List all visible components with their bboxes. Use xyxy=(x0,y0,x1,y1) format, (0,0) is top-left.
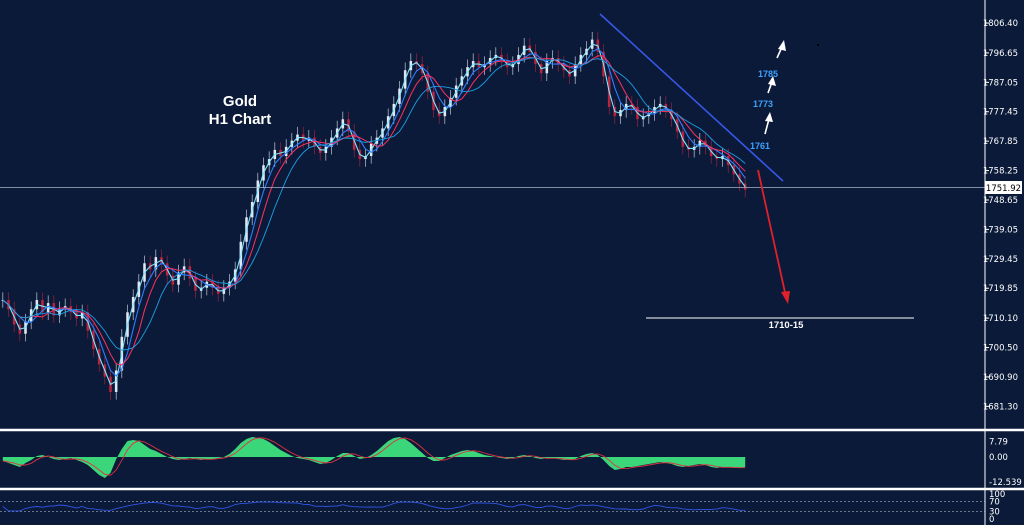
chart-title-line-2: H1 Chart xyxy=(208,111,272,128)
support-label: 1710-15 xyxy=(769,320,805,331)
rsi-tick-label: 100 xyxy=(989,490,1005,500)
price-tick-label: 1710.10 xyxy=(983,314,1018,324)
descending-trendline xyxy=(599,13,784,182)
target-label-1761: 1761 xyxy=(750,141,770,151)
price-tick-label: 1796.65 xyxy=(983,49,1018,59)
price-tick-label: 1719.85 xyxy=(983,284,1018,294)
price-axis-ticks: 1806.40 1796.65 1787.05 1777.45 1767.85 1758.… xyxy=(983,19,1018,412)
moving-average-line xyxy=(2,48,746,377)
rsi-tick-label: 0 xyxy=(989,515,994,525)
oscillator-tick-label: -12.539 xyxy=(989,478,1022,488)
price-tick-label: 1690.90 xyxy=(983,373,1018,383)
chart-title: Gold H1 Chart xyxy=(190,93,290,129)
oscillator-axis-ticks: 7.79 0.00 -12.539 xyxy=(989,437,1022,488)
moving-average-line xyxy=(2,55,746,366)
moving-average-line xyxy=(2,43,746,386)
price-tick-label: 1748.65 xyxy=(983,196,1018,206)
price-tick-label: 1729.45 xyxy=(983,255,1018,265)
moving-average-line xyxy=(2,57,746,351)
price-lines xyxy=(2,43,746,386)
price-bars xyxy=(1,31,747,400)
target-label-1773: 1773 xyxy=(753,99,773,109)
rsi-tick-label: 30 xyxy=(989,508,1000,518)
price-tick-label: 1767.85 xyxy=(983,137,1018,147)
price-tick-label: 1806.40 xyxy=(983,19,1018,29)
current-price-value: 1751.92 xyxy=(986,184,1021,194)
rsi-pane xyxy=(0,501,985,512)
price-tick-label: 1777.45 xyxy=(983,108,1018,118)
price-tick-label: 1758.25 xyxy=(983,167,1018,177)
oscillator-tick-label: 0.00 xyxy=(989,453,1008,463)
price-tick-label: 1739.05 xyxy=(983,225,1018,235)
target-label-1785: 1785 xyxy=(758,69,778,79)
rsi-tick-label: 70 xyxy=(989,498,1000,508)
signal-line xyxy=(2,437,746,476)
chart-title-line-1: Gold xyxy=(222,93,258,110)
price-tick-label: 1681.30 xyxy=(983,402,1018,412)
target-arrows xyxy=(764,40,786,135)
histogram-oscillator-pane xyxy=(2,437,746,478)
marker-dot xyxy=(817,44,819,46)
current-price-marker: 1751.92 xyxy=(985,181,1022,194)
down-arrow xyxy=(757,169,790,304)
oscillator-tick-label: 7.79 xyxy=(989,437,1008,447)
price-tick-label: 1787.05 xyxy=(983,78,1018,88)
rsi-line xyxy=(2,501,746,512)
price-tick-label: 1700.50 xyxy=(983,344,1018,354)
